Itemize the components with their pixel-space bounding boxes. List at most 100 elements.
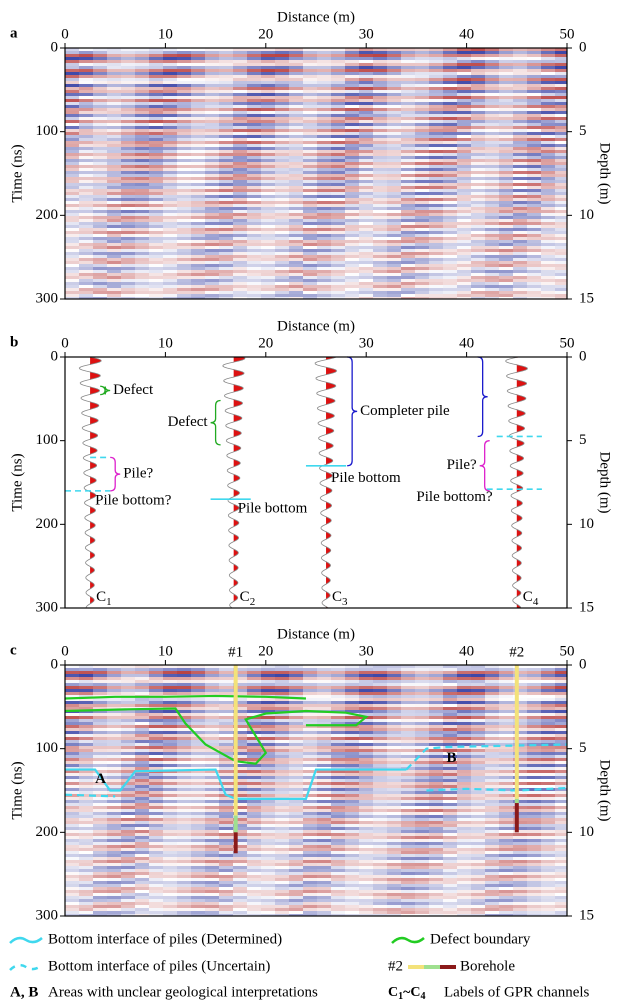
radar-cell xyxy=(93,69,107,72)
radar-cell xyxy=(247,686,261,689)
radar-cell xyxy=(373,249,387,252)
radar-cell xyxy=(135,204,149,207)
radar-cell xyxy=(555,270,567,273)
radar-cell xyxy=(555,806,567,809)
radar-cell xyxy=(345,210,359,213)
radar-cell xyxy=(219,252,233,255)
radar-cell xyxy=(135,234,149,237)
radar-cell xyxy=(261,291,275,294)
radar-cell xyxy=(191,183,205,186)
radar-cell xyxy=(387,701,401,704)
radar-cell xyxy=(401,201,415,204)
radar-cell xyxy=(345,96,359,99)
radar-cell xyxy=(289,270,303,273)
radar-cell xyxy=(527,231,541,234)
radar-cell xyxy=(401,815,415,818)
radar-cell xyxy=(275,677,289,680)
radar-cell xyxy=(191,189,205,192)
radar-cell xyxy=(541,776,555,779)
radar-cell xyxy=(415,683,429,686)
radar-cell xyxy=(513,216,527,219)
radar-cell xyxy=(65,773,79,776)
radar-cell xyxy=(541,282,555,285)
radar-cell xyxy=(499,255,513,258)
radar-cell xyxy=(79,105,93,108)
radar-cell xyxy=(331,138,345,141)
radar-cell xyxy=(513,177,527,180)
radar-cell xyxy=(345,129,359,132)
radar-cell xyxy=(135,785,149,788)
radar-cell xyxy=(527,228,541,231)
radar-cell xyxy=(65,252,79,255)
radar-cell xyxy=(415,150,429,153)
radar-cell xyxy=(149,773,163,776)
radar-cell xyxy=(387,183,401,186)
radar-cell xyxy=(331,776,345,779)
radar-cell xyxy=(373,671,387,674)
radar-cell xyxy=(345,677,359,680)
radar-cell xyxy=(261,785,275,788)
radar-cell xyxy=(275,54,289,57)
radar-cell xyxy=(387,69,401,72)
radar-cell xyxy=(373,713,387,716)
radar-cell xyxy=(247,63,261,66)
radar-cell xyxy=(275,740,289,743)
radar-cell xyxy=(163,54,177,57)
radar-cell xyxy=(107,749,121,752)
radar-cell xyxy=(457,761,471,764)
radar-cell xyxy=(261,815,275,818)
radar-cell xyxy=(401,219,415,222)
radar-cell xyxy=(457,156,471,159)
radar-cell xyxy=(219,90,233,93)
radar-cell xyxy=(359,743,373,746)
radar-cell xyxy=(247,788,261,791)
radar-cell xyxy=(233,102,247,105)
radar-cell xyxy=(499,728,513,731)
radar-cell xyxy=(387,794,401,797)
radar-cell xyxy=(135,51,149,54)
radar-cell xyxy=(135,734,149,737)
radar-cell xyxy=(527,261,541,264)
radar-cell xyxy=(149,225,163,228)
radar-cell xyxy=(471,722,485,725)
radar-cell xyxy=(107,228,121,231)
radar-cell xyxy=(555,186,567,189)
radar-cell xyxy=(373,743,387,746)
radar-cell xyxy=(261,138,275,141)
radar-cell xyxy=(233,213,247,216)
radar-cell xyxy=(65,806,79,809)
radar-cell xyxy=(205,147,219,150)
radar-cell xyxy=(107,147,121,150)
radar-cell xyxy=(177,743,191,746)
radar-cell xyxy=(541,707,555,710)
radar-cell xyxy=(289,177,303,180)
radar-cell xyxy=(443,779,457,782)
radar-cell xyxy=(135,710,149,713)
radar-cell xyxy=(261,728,275,731)
radar-cell xyxy=(401,183,415,186)
radar-cell xyxy=(443,195,457,198)
radar-cell xyxy=(303,78,317,81)
radar-cell xyxy=(233,57,247,60)
radar-cell xyxy=(541,216,555,219)
radar-cell xyxy=(331,228,345,231)
radar-cell xyxy=(457,680,471,683)
radar-cell xyxy=(527,294,541,297)
radar-cell xyxy=(261,285,275,288)
radar-cell xyxy=(219,273,233,276)
radar-cell xyxy=(499,779,513,782)
radar-cell xyxy=(219,737,233,740)
radar-cell xyxy=(541,162,555,165)
radar-cell xyxy=(359,114,373,117)
radar-cell xyxy=(373,81,387,84)
radar-cell xyxy=(121,267,135,270)
radar-cell xyxy=(149,204,163,207)
radar-cell xyxy=(275,737,289,740)
radar-cell xyxy=(247,776,261,779)
radar-cell xyxy=(429,117,443,120)
radar-cell xyxy=(93,240,107,243)
radar-cell xyxy=(275,51,289,54)
radar-cell xyxy=(345,782,359,785)
radar-cell xyxy=(429,120,443,123)
radar-cell xyxy=(485,153,499,156)
